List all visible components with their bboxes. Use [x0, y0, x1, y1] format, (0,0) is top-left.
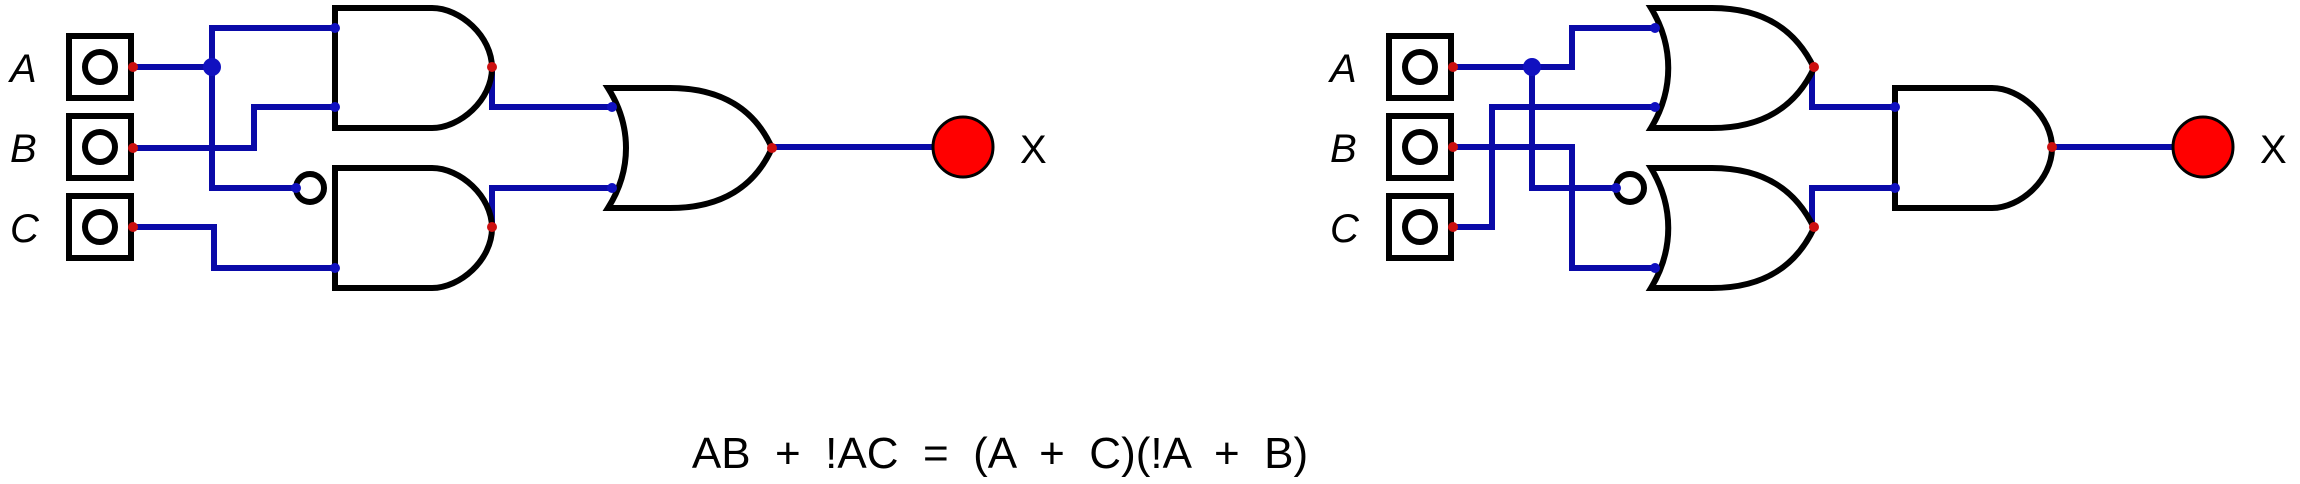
- input-label-a-right: A: [1328, 47, 1357, 91]
- wires-right: [1449, 25, 2181, 271]
- input-label-a: A: [8, 47, 37, 91]
- input-label-b-right: B: [1330, 127, 1357, 171]
- input-switch-a-right[interactable]: [1386, 33, 1454, 101]
- output-label-right: X: [2260, 128, 2287, 172]
- and-gate: [1892, 85, 2056, 211]
- or-gate-1: [1645, 5, 1818, 131]
- input-label-c-right: C: [1330, 207, 1360, 251]
- or-gate-2: [1645, 165, 1818, 291]
- or-gate: [602, 85, 776, 211]
- input-label-c: C: [10, 207, 40, 251]
- wires-left: [129, 25, 943, 271]
- equation-text: AB + !AC = (A + C)(!A + B): [692, 429, 1308, 478]
- output-led: [931, 115, 995, 179]
- output-label: X: [1020, 128, 1047, 172]
- input-switch-a[interactable]: [66, 33, 134, 101]
- input-switch-c-right[interactable]: [1386, 193, 1454, 261]
- input-switch-b[interactable]: [66, 113, 134, 181]
- input-switch-b-right[interactable]: [1386, 113, 1454, 181]
- junction-dot-right: [1523, 58, 1541, 76]
- input-switch-c[interactable]: [66, 193, 134, 261]
- and-gate-2: [332, 165, 496, 291]
- and-gate-1: [332, 5, 496, 131]
- output-led-right: [2171, 115, 2235, 179]
- junction-dot: [203, 58, 221, 76]
- input-label-b: B: [10, 127, 37, 171]
- circuit-left: A B C X: [8, 5, 1047, 291]
- circuit-right: A B C X: [1328, 5, 2287, 291]
